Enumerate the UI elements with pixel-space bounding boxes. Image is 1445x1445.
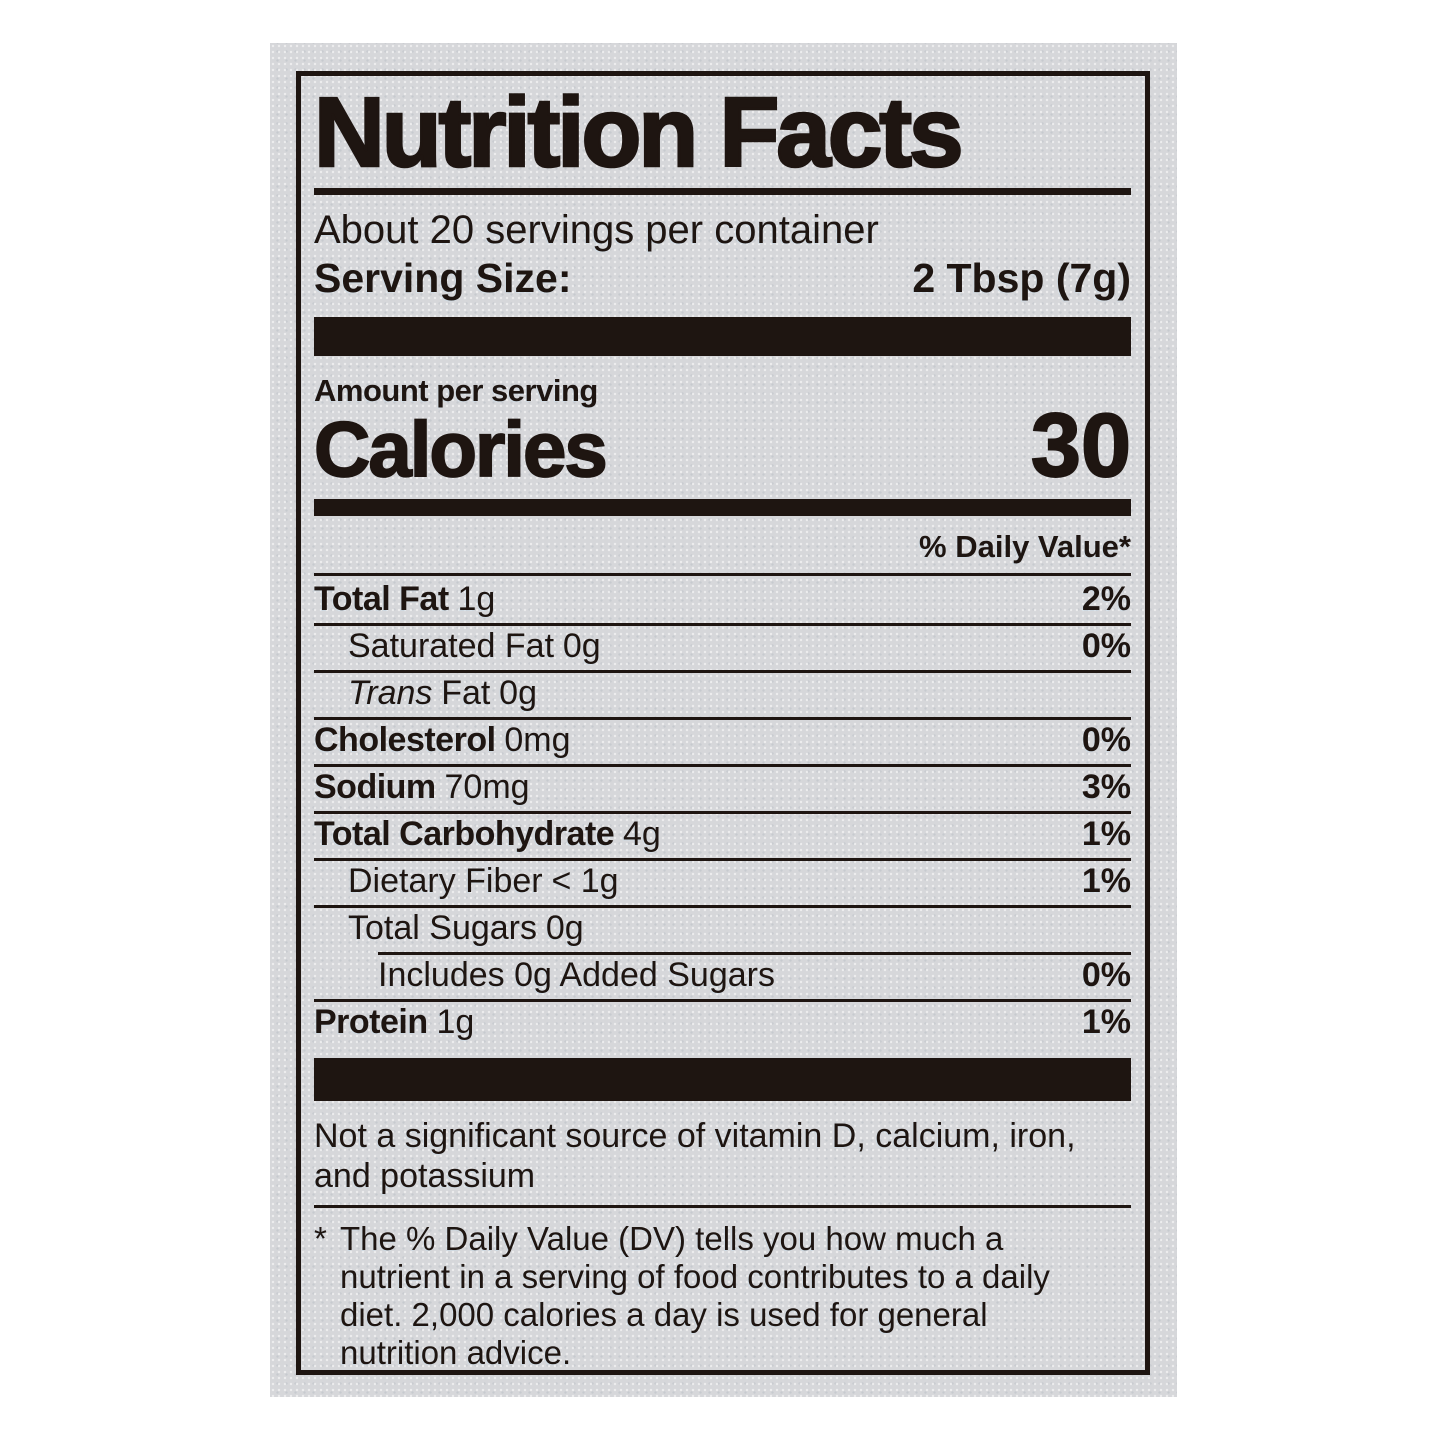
nutrient-amount: 1g bbox=[457, 580, 496, 618]
nutrient-daily-value: 0% bbox=[1081, 627, 1131, 665]
label-title: Nutrition Facts bbox=[313, 77, 965, 187]
daily-value-header: % Daily Value* bbox=[314, 530, 1131, 576]
serving-size-row: Serving Size: 2 Tbsp (7g) bbox=[314, 253, 1131, 303]
servings-per-container: About 20 servings per container bbox=[314, 208, 879, 252]
nutrient-daily-value: 3% bbox=[1081, 768, 1131, 806]
nutrient-name: Saturated Fat bbox=[348, 627, 555, 665]
label-frame: Nutrition Facts About 20 servings per co… bbox=[296, 71, 1150, 1375]
nutrient-name-group: Dietary Fiber < 1g bbox=[314, 863, 619, 899]
nutrient-row: Saturated Fat 0g 0% bbox=[314, 623, 1131, 670]
nutrient-row: Dietary Fiber < 1g 1% bbox=[314, 858, 1131, 905]
nutrient-row: Cholesterol 0mg 0% bbox=[314, 717, 1131, 764]
not-significant-note: Not a significant source of vitamin D, c… bbox=[314, 1117, 1076, 1195]
calories-value: 30 bbox=[1030, 396, 1132, 496]
nutrient-daily-value: 2% bbox=[1081, 580, 1131, 618]
nutrient-name: Total Carbohydrate bbox=[314, 815, 615, 853]
nutrient-name: Cholesterol bbox=[314, 721, 496, 759]
nutrient-name-group: Includes 0g Added Sugars bbox=[314, 957, 775, 993]
nutrient-rows: Total Fat 1g 2% Saturated Fat 0g 0% Trans F… bbox=[314, 576, 1131, 1046]
nutrient-row: Includes 0g Added Sugars 0% bbox=[314, 952, 1131, 999]
nutrient-name-group: Cholesterol 0mg bbox=[314, 722, 571, 758]
footnote-rule bbox=[314, 1205, 1131, 1208]
nutrient-name: Dietary Fiber bbox=[348, 862, 543, 900]
nutrient-name: Includes 0g Added Sugars bbox=[378, 956, 775, 994]
nutrient-daily-value: 0% bbox=[1081, 956, 1131, 994]
title-rule bbox=[314, 188, 1131, 195]
nutrient-row: Total Sugars 0g bbox=[314, 905, 1131, 952]
footnote-asterisk: * bbox=[314, 1220, 327, 1257]
nutrient-amount: 1g bbox=[436, 1003, 475, 1041]
nutrient-name-group: Sodium 70mg bbox=[314, 769, 530, 805]
footnote-text: The % Daily Value (DV) tells you how muc… bbox=[340, 1220, 1050, 1371]
separator-bar-footer bbox=[314, 1058, 1131, 1101]
nutrient-name-group: Trans Fat 0g bbox=[314, 675, 537, 711]
footnote: * The % Daily Value (DV) tells you how m… bbox=[314, 1220, 1131, 1372]
nutrient-amount: 0g bbox=[562, 627, 601, 665]
nutrient-amount: 4g bbox=[623, 815, 661, 853]
serving-size-value: 2 Tbsp (7g) bbox=[912, 255, 1131, 301]
separator-bar-header bbox=[314, 317, 1131, 356]
nutrient-row: Protein 1g 1% bbox=[314, 999, 1131, 1046]
separator-bar-calories bbox=[314, 499, 1131, 516]
nutrient-daily-value: 1% bbox=[1081, 815, 1131, 853]
nutrient-row: Total Carbohydrate 4g 1% bbox=[314, 811, 1131, 858]
nutrient-row: Total Fat 1g 2% bbox=[314, 576, 1131, 623]
nutrient-daily-value: 1% bbox=[1081, 1003, 1131, 1041]
nutrient-amount: 70mg bbox=[444, 768, 530, 806]
nutrient-name: Sodium bbox=[314, 768, 436, 806]
nutrient-amount: 0g bbox=[545, 909, 584, 947]
nutrient-name-group: Protein 1g bbox=[314, 1004, 474, 1040]
nutrient-name: Protein bbox=[314, 1003, 428, 1041]
calories-label: Calories bbox=[313, 405, 609, 493]
nutrient-amount: 0mg bbox=[504, 721, 571, 759]
nutrient-name-group: Total Sugars 0g bbox=[314, 910, 584, 946]
nutrient-amount: < 1g bbox=[551, 862, 619, 900]
nutrition-facts-label: Nutrition Facts About 20 servings per co… bbox=[270, 43, 1177, 1397]
nutrient-daily-value: 0% bbox=[1081, 721, 1131, 759]
nutrient-name: Total Sugars bbox=[348, 909, 537, 947]
serving-size-label: Serving Size: bbox=[314, 255, 572, 301]
nutrient-name: Total Fat bbox=[314, 580, 449, 618]
nutrient-row: Trans Fat 0g bbox=[314, 670, 1131, 717]
amount-per-serving-label: Amount per serving bbox=[314, 373, 598, 408]
nutrient-row: Sodium 70mg 3% bbox=[314, 764, 1131, 811]
nutrient-amount: 0g bbox=[499, 674, 537, 712]
nutrient-name-group: Total Carbohydrate 4g bbox=[314, 816, 661, 852]
nutrient-name-group: Total Fat 1g bbox=[314, 581, 495, 617]
nutrient-name-italic: Trans bbox=[348, 674, 433, 712]
nutrient-name-group: Saturated Fat 0g bbox=[314, 628, 601, 664]
nutrient-name: Fat bbox=[441, 674, 491, 712]
nutrient-daily-value: 1% bbox=[1081, 862, 1131, 900]
calories-row: Calories 30 bbox=[313, 396, 1132, 496]
